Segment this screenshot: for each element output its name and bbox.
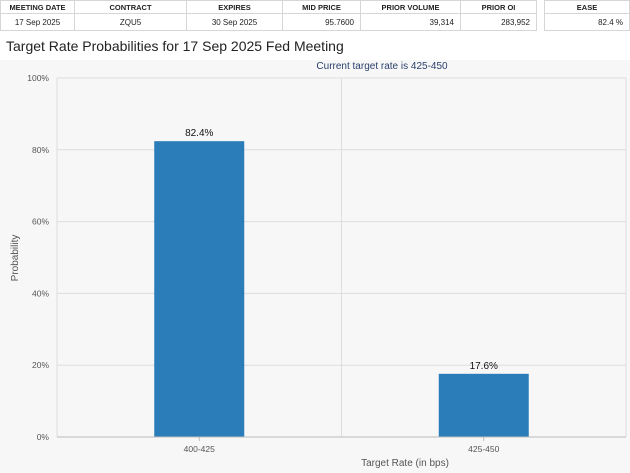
x-tick-label: 425-450 (468, 444, 499, 454)
cell-expires: 30 Sep 2025 (187, 14, 283, 31)
bar-400-425[interactable] (154, 141, 245, 437)
cell-ease: 82.4 % (598, 18, 623, 27)
bar-value-label: 82.4% (185, 128, 213, 139)
chart-title: Target Rate Probabilities for 17 Sep 202… (6, 38, 344, 54)
data-labels: 82.4% 17.6% (185, 128, 498, 372)
table-header-row: MEETING DATE CONTRACT EXPIRES MID PRICE … (1, 1, 536, 14)
x-axis-title: Target Rate (in bps) (361, 458, 449, 469)
header-prior-oi: PRIOR OI (481, 3, 516, 12)
gridlines (56, 77, 627, 438)
y-tick-label: 40% (32, 288, 49, 298)
header-prior-volume: PRIOR VOLUME (361, 1, 461, 13)
header-mid-price: MID PRICE (283, 1, 361, 13)
header-contract: CONTRACT (75, 1, 187, 13)
bar-425-450[interactable] (438, 373, 529, 437)
ease-value-row: 82.4 % (545, 14, 629, 31)
cell-contract: ZQU5 (75, 14, 187, 31)
contract-info-table: MEETING DATE CONTRACT EXPIRES MID PRICE … (0, 0, 630, 31)
x-axis-ticks: 400-425 425-450 (184, 437, 500, 454)
table-row: 17 Sep 2025 ZQU5 30 Sep 2025 95.7600 39,… (1, 14, 536, 31)
x-tick-label: 400-425 (184, 444, 215, 454)
contract-info-main: MEETING DATE CONTRACT EXPIRES MID PRICE … (0, 0, 537, 31)
y-tick-label: 80% (32, 145, 49, 155)
header-expires: EXPIRES (187, 1, 283, 13)
chart-subtitle: Current target rate is 425-450 (316, 61, 448, 72)
bar-value-label: 17.6% (470, 361, 498, 372)
ease-header-row: EASE (545, 1, 629, 14)
cell-prior-oi: 283,952 (501, 18, 530, 27)
y-axis-ticks: 0% 20% 40% 60% 80% 100% (27, 73, 49, 442)
bars (154, 141, 529, 437)
ease-info: EASE 82.4 % (544, 0, 630, 31)
y-axis-title: Probability (10, 235, 21, 282)
y-tick-label: 100% (27, 73, 49, 83)
cell-prior-volume: 39,314 (361, 14, 461, 31)
header-meeting-date: MEETING DATE (1, 1, 75, 13)
probability-chart: Current target rate is 425-450 0% 20% 40% 6… (10, 61, 627, 469)
y-tick-label: 60% (32, 217, 49, 227)
cell-mid-price: 95.7600 (283, 14, 361, 31)
chart-area: Current target rate is 425-450 0% 20% 40% 6… (0, 60, 630, 473)
cell-meeting-date: 17 Sep 2025 (1, 14, 75, 31)
y-tick-label: 0% (37, 432, 50, 442)
header-ease: EASE (576, 3, 598, 12)
y-tick-label: 20% (32, 360, 49, 370)
